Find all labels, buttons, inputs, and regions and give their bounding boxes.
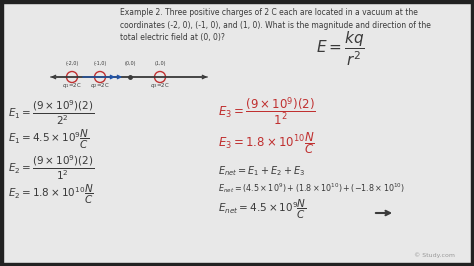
Text: $q_2$=2C: $q_2$=2C <box>90 81 110 90</box>
Text: $E_3 = \dfrac{(9\times10^9)(2)}{1^2}$: $E_3 = \dfrac{(9\times10^9)(2)}{1^2}$ <box>218 96 316 128</box>
Text: $E_3 = 1.8\times10^{10} \dfrac{N}{C}$: $E_3 = 1.8\times10^{10} \dfrac{N}{C}$ <box>218 130 315 156</box>
Text: $E_1 = 4.5\times10^9 \dfrac{N}{C}$: $E_1 = 4.5\times10^9 \dfrac{N}{C}$ <box>8 128 90 151</box>
Bar <box>471 0 474 266</box>
Text: Example 2. Three positive charges of 2 C each are located in a vacuum at the
coo: Example 2. Three positive charges of 2 C… <box>120 8 431 42</box>
Text: $E_{net} = 4.5\times10^9 \dfrac{N}{C}$: $E_{net} = 4.5\times10^9 \dfrac{N}{C}$ <box>218 198 307 221</box>
Text: $q_3$=2C: $q_3$=2C <box>150 81 170 90</box>
Text: $E = \dfrac{kq}{r^2}$: $E = \dfrac{kq}{r^2}$ <box>316 30 365 68</box>
Text: $E_{net} = E_1 + E_2 + E_3$: $E_{net} = E_1 + E_2 + E_3$ <box>218 164 305 178</box>
Text: (-2,0): (-2,0) <box>65 61 79 66</box>
Text: $E_2 = \dfrac{(9\times10^9)(2)}{1^2}$: $E_2 = \dfrac{(9\times10^9)(2)}{1^2}$ <box>8 153 95 182</box>
Text: (0,0): (0,0) <box>124 61 136 66</box>
Text: (1,0): (1,0) <box>154 61 166 66</box>
Text: $q_1$=2C: $q_1$=2C <box>62 81 82 90</box>
Bar <box>0 0 3 266</box>
Text: $E_1 = \dfrac{(9\times10^9)(2)}{2^2}$: $E_1 = \dfrac{(9\times10^9)(2)}{2^2}$ <box>8 98 95 127</box>
Bar <box>0 0 474 3</box>
Bar <box>0 263 474 266</box>
Text: © Study.com: © Study.com <box>414 252 455 258</box>
Text: (-1,0): (-1,0) <box>93 61 107 66</box>
Text: $E_2 = 1.8\times10^{10} \dfrac{N}{C}$: $E_2 = 1.8\times10^{10} \dfrac{N}{C}$ <box>8 183 94 206</box>
Text: $E_{net} = (4.5\times10^9) + (1.8\times10^{10}) + (-1.8\times10^{10})$: $E_{net} = (4.5\times10^9) + (1.8\times1… <box>218 181 405 195</box>
